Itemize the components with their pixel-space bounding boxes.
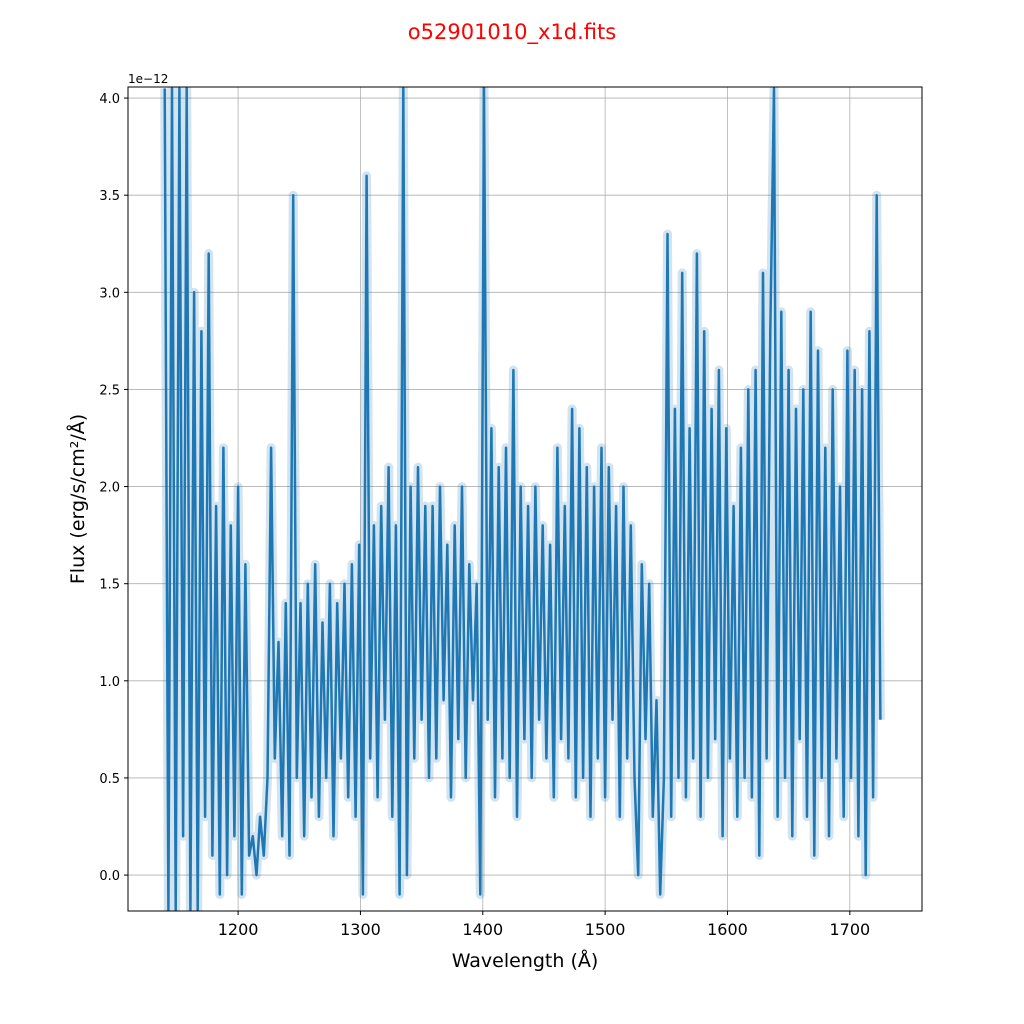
plot-frame: [127, 86, 923, 912]
y-tick-label: 1.5: [99, 578, 120, 593]
y-tick-label: 2.5: [99, 383, 120, 398]
y-tick-label: 2.0: [99, 481, 120, 496]
x-tick-label: 1700: [829, 920, 870, 939]
x-axis-label: Wavelength (Å): [452, 949, 599, 972]
x-tick-label: 1600: [707, 920, 748, 939]
x-tick-label: 1200: [218, 920, 259, 939]
x-tick-label: 1300: [340, 920, 381, 939]
series-group: [160, 87, 885, 911]
y-tick-label: 3.5: [99, 189, 120, 204]
y-tick-label: 1.0: [99, 675, 120, 690]
y-tick-label: 4.0: [99, 92, 120, 107]
y-tick-label: 0.0: [99, 869, 120, 884]
y-axis-label: Flux (erg/s/cm²/Å): [66, 414, 89, 584]
flux-line: [163, 87, 882, 911]
chart-title: o52901010_x1d.fits: [408, 20, 616, 45]
y-tick-label: 3.0: [99, 286, 120, 301]
y-tick-label: 0.5: [99, 772, 120, 787]
x-tick-label: 1500: [585, 920, 626, 939]
tick-group: 1200 1300 1400 1500 1600 1700 0.0 0.5 1.0 1.5 2.0 2…: [99, 92, 870, 939]
y-offset-label: 1e−12: [128, 72, 168, 86]
x-tick-label: 1400: [462, 920, 503, 939]
